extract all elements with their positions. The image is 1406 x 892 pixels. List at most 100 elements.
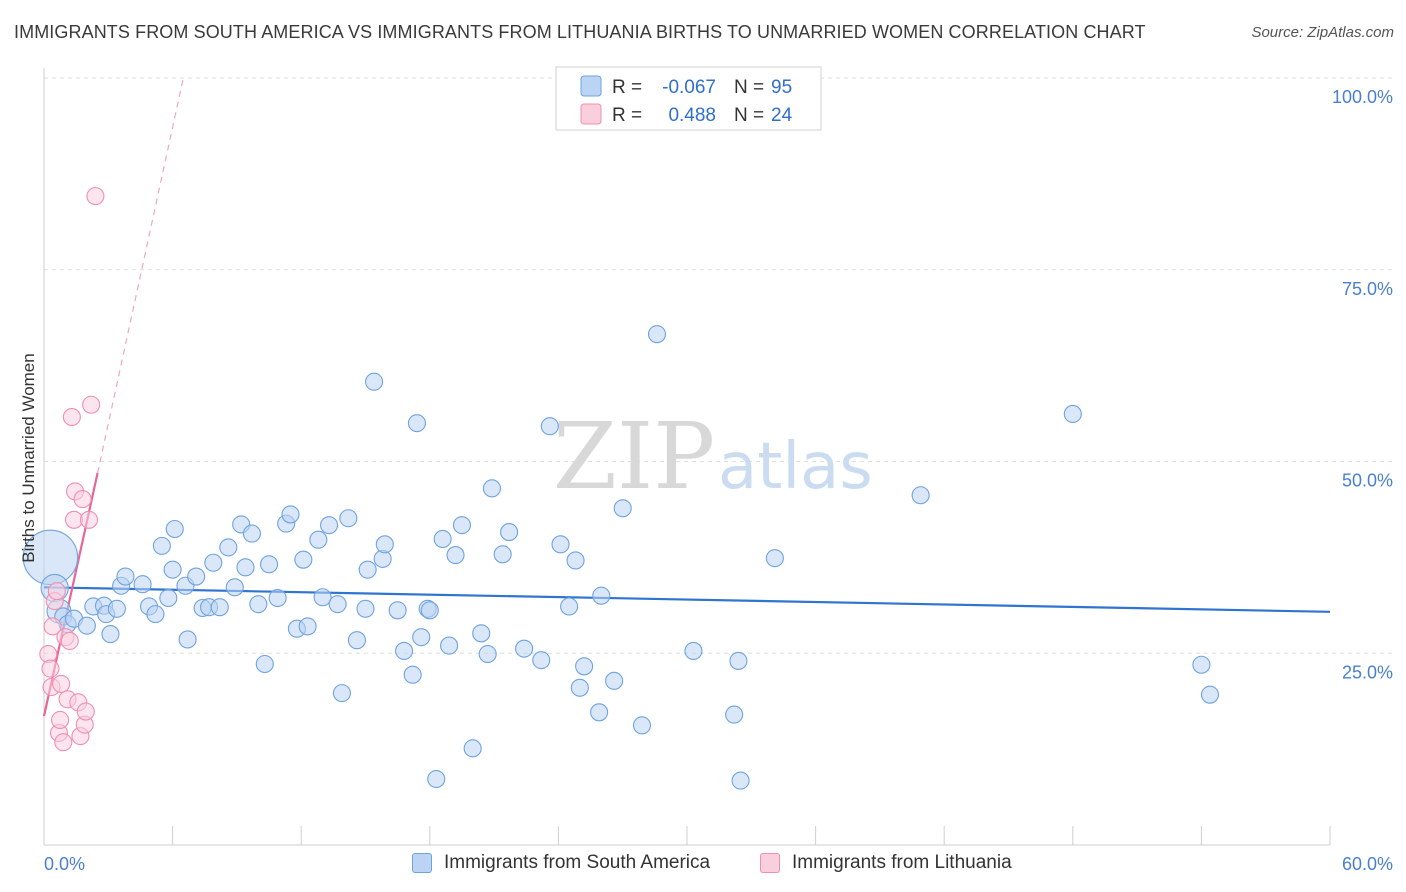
data-point-south-america xyxy=(268,588,287,608)
data-point-south-america xyxy=(219,538,238,557)
legend-n-label-1: N = xyxy=(734,77,764,98)
x-tick-label-min: 0.0% xyxy=(44,854,85,874)
data-point-south-america xyxy=(532,651,551,670)
data-point-south-america xyxy=(388,601,407,620)
data-point-lithuania xyxy=(79,510,99,529)
data-point-south-america xyxy=(613,499,632,518)
chart-title: IMMIGRANTS FROM SOUTH AMERICA VS IMMIGRA… xyxy=(14,22,1146,42)
data-point-south-america xyxy=(725,705,744,724)
data-point-lithuania xyxy=(82,395,101,414)
series-south-america-points xyxy=(22,325,1220,790)
y-tick-label-50: 50.0% xyxy=(1342,471,1393,491)
data-point-south-america xyxy=(605,671,624,690)
data-point-south-america xyxy=(375,535,394,554)
data-point-south-america xyxy=(729,651,748,670)
data-point-south-america xyxy=(540,417,559,436)
data-point-south-america xyxy=(500,523,519,542)
data-point-south-america xyxy=(365,372,384,391)
data-point-south-america xyxy=(152,536,171,555)
data-point-south-america xyxy=(551,535,570,554)
data-point-south-america xyxy=(433,529,452,549)
data-point-south-america xyxy=(590,703,609,722)
data-point-south-america xyxy=(298,617,317,636)
legend-n-label-2: N = xyxy=(734,105,764,126)
legend-item-south-america: Immigrants from South America xyxy=(412,852,710,874)
series-legend: Immigrants from South America Immigrants… xyxy=(0,850,1406,880)
data-point-south-america xyxy=(178,630,197,649)
legend-swatch-south-america xyxy=(412,853,432,873)
data-point-south-america xyxy=(420,601,439,620)
data-point-south-america xyxy=(1192,655,1211,674)
data-point-south-america xyxy=(632,716,652,735)
data-point-south-america xyxy=(358,560,377,579)
legend-r-value-1: -0.067 xyxy=(662,77,716,98)
data-point-south-america xyxy=(159,588,178,608)
data-point-south-america xyxy=(187,567,206,586)
data-point-south-america xyxy=(328,595,347,614)
watermark-atlas: atlas xyxy=(718,430,873,504)
data-point-south-america xyxy=(472,624,491,643)
data-point-south-america xyxy=(165,519,184,539)
legend-swatch-blue xyxy=(580,75,602,97)
watermark-zip: ZIP xyxy=(553,403,715,510)
data-point-south-america xyxy=(403,665,422,684)
correlation-legend: R = -0.067 N = 95 R = 0.488 N = 24 xyxy=(555,66,822,131)
legend-label-lithuania: Immigrants from Lithuania xyxy=(792,852,1012,873)
data-point-south-america xyxy=(339,509,358,528)
data-point-south-america xyxy=(320,516,339,535)
data-point-south-america xyxy=(566,551,585,570)
data-point-lithuania xyxy=(54,733,73,752)
data-point-lithuania xyxy=(76,702,95,721)
data-point-lithuania xyxy=(51,710,70,730)
data-point-south-america xyxy=(163,560,182,579)
data-point-south-america xyxy=(592,586,611,605)
trend-lines xyxy=(42,77,1331,717)
data-point-lithuania xyxy=(47,582,66,601)
data-point-south-america xyxy=(1063,404,1082,423)
trend-line-south-america xyxy=(43,586,1331,613)
y-tick-label-75: 75.0% xyxy=(1342,279,1393,299)
data-point-south-america xyxy=(452,516,472,535)
data-point-lithuania xyxy=(41,659,60,678)
x-tick-labels: 0.0% 60.0% xyxy=(44,854,1393,874)
data-point-lithuania xyxy=(60,631,79,651)
data-point-lithuania xyxy=(52,674,71,693)
data-point-south-america xyxy=(255,654,274,674)
data-point-south-america xyxy=(684,641,703,660)
data-point-south-america xyxy=(570,678,589,697)
data-point-south-america xyxy=(77,616,96,635)
data-point-south-america xyxy=(281,505,300,524)
data-point-south-america xyxy=(427,769,446,789)
data-point-south-america xyxy=(731,771,750,790)
data-point-south-america xyxy=(294,550,313,569)
y-tick-labels: 25.0% 50.0% 75.0% 100.0% xyxy=(1332,87,1393,682)
data-point-south-america xyxy=(332,684,351,703)
data-point-south-america xyxy=(493,545,512,564)
legend-swatch-lithuania xyxy=(760,853,780,873)
data-point-south-america xyxy=(347,631,366,650)
watermark: ZIP atlas xyxy=(553,403,873,510)
legend-swatch-pink xyxy=(580,103,602,125)
y-tick-label-100: 100.0% xyxy=(1332,87,1393,107)
data-point-south-america xyxy=(515,639,534,658)
data-point-south-america xyxy=(204,553,223,572)
data-point-lithuania xyxy=(62,407,81,427)
chart-source: Source: ZipAtlas.com xyxy=(1251,24,1394,41)
x-tick-label-max: 60.0% xyxy=(1342,854,1393,874)
data-point-lithuania xyxy=(73,490,92,509)
data-point-south-america xyxy=(765,549,784,568)
data-point-lithuania xyxy=(43,617,62,636)
legend-label-south-america: Immigrants from South America xyxy=(444,852,711,873)
data-point-lithuania xyxy=(64,510,84,529)
data-point-south-america xyxy=(242,524,261,543)
data-point-south-america xyxy=(395,641,414,660)
data-point-south-america xyxy=(911,486,930,505)
data-point-south-america xyxy=(146,605,165,624)
data-point-south-america xyxy=(407,414,426,433)
data-point-south-america xyxy=(575,657,594,676)
series-lithuania-points xyxy=(39,187,105,752)
data-point-south-america xyxy=(647,325,667,344)
data-point-south-america xyxy=(313,588,332,607)
legend-r-label-1: R = xyxy=(612,77,642,98)
